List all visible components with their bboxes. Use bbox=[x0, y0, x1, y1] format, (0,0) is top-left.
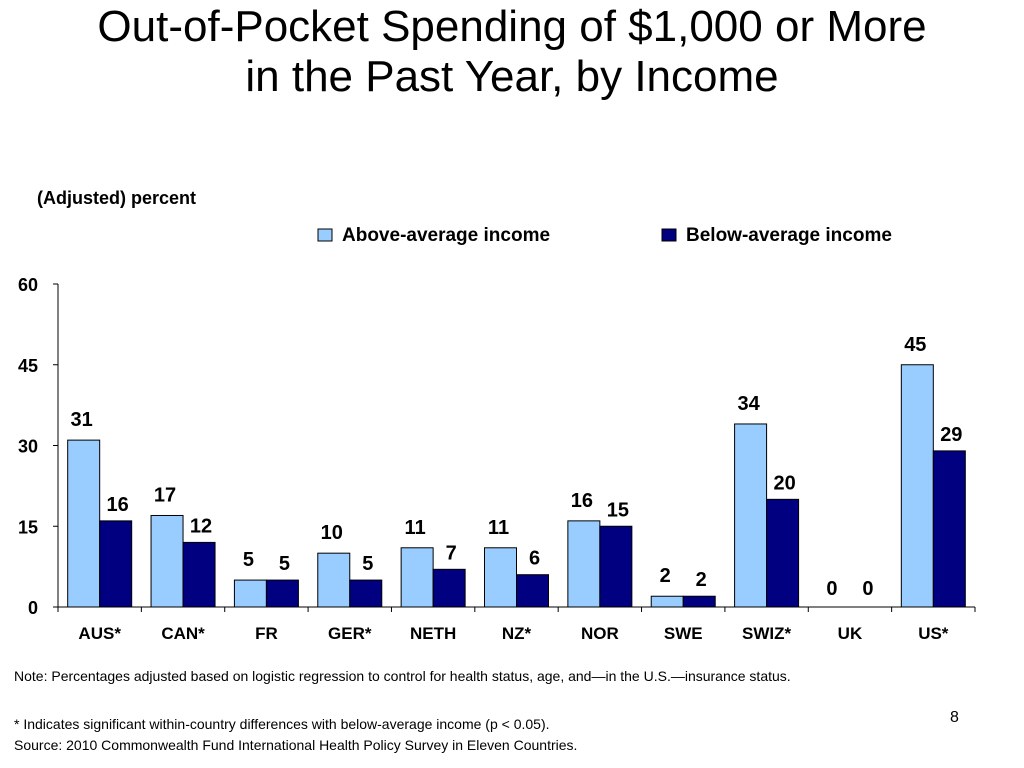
legend-label-2: Below-average income bbox=[686, 225, 892, 246]
bar-can-series-1 bbox=[150, 514, 184, 608]
bar-swe-series-2 bbox=[682, 595, 716, 608]
y-tick-label-60: 60 bbox=[18, 275, 38, 295]
bar-aus-series-1 bbox=[67, 439, 101, 608]
data-label-ger-series-2: 5 bbox=[362, 553, 373, 575]
bar-swiz-series-1 bbox=[734, 423, 768, 608]
title-line-2: in the Past Year, by Income bbox=[245, 52, 779, 101]
y-tick-label-15: 15 bbox=[18, 517, 38, 537]
data-label-aus-series-1: 31 bbox=[71, 409, 93, 431]
source-note: Source: 2010 Commonwealth Fund Internati… bbox=[14, 737, 578, 753]
x-tick-label-uk: UK bbox=[838, 624, 863, 643]
x-tick-label-aus: AUS* bbox=[78, 624, 121, 643]
significance-note: * Indicates significant within-country d… bbox=[14, 716, 550, 732]
data-label-nz-series-1: 11 bbox=[488, 517, 509, 539]
bar-fr-series-2 bbox=[265, 579, 299, 608]
x-tick-label-neth: NETH bbox=[410, 624, 456, 643]
bar-chart: Above-average income Below-average income… bbox=[18, 225, 976, 643]
x-tick-label-swiz: SWIZ* bbox=[742, 624, 791, 643]
data-label-uk-series-2: 0 bbox=[862, 578, 873, 600]
bar-us-series-1 bbox=[900, 364, 934, 608]
y-tick-label-45: 45 bbox=[18, 356, 38, 376]
chart-title: Out-of-Pocket Spending of $1,000 or More… bbox=[0, 2, 1024, 102]
bar-can-series-2 bbox=[182, 541, 216, 608]
page-number: 8 bbox=[950, 709, 959, 726]
data-label-neth-series-1: 11 bbox=[405, 517, 426, 539]
x-tick-label-ger: GER* bbox=[328, 624, 372, 643]
bar-neth-series-2 bbox=[432, 568, 466, 608]
bar-us-series-2 bbox=[932, 450, 966, 608]
bar-nor-series-1 bbox=[567, 520, 601, 608]
x-tick-label-swe: SWE bbox=[664, 624, 703, 643]
data-label-swe-series-2: 2 bbox=[696, 569, 707, 591]
bar-neth-series-1 bbox=[400, 547, 434, 608]
bar-ger-series-1 bbox=[317, 552, 351, 608]
x-tick-label-us: US* bbox=[918, 624, 949, 643]
title-line-1: Out-of-Pocket Spending of $1,000 or More bbox=[97, 2, 927, 51]
bar-fr-series-1 bbox=[233, 579, 267, 608]
data-label-swiz-series-2: 20 bbox=[773, 472, 795, 494]
bar-nor-series-2 bbox=[599, 525, 633, 608]
data-label-nz-series-2: 6 bbox=[529, 548, 540, 570]
y-axis-unit-label: (Adjusted) percent bbox=[37, 188, 197, 208]
bar-swiz-series-2 bbox=[766, 498, 800, 608]
data-label-fr-series-2: 5 bbox=[279, 553, 290, 575]
data-label-us-series-1: 45 bbox=[904, 334, 926, 356]
data-label-nor-series-2: 15 bbox=[607, 499, 629, 521]
data-label-nor-series-1: 16 bbox=[571, 490, 593, 512]
data-label-swe-series-1: 2 bbox=[660, 565, 671, 587]
x-tick-label-fr: FR bbox=[255, 624, 278, 643]
data-label-can-series-2: 12 bbox=[190, 515, 212, 537]
data-label-aus-series-2: 16 bbox=[107, 494, 129, 516]
data-label-can-series-1: 17 bbox=[154, 484, 176, 506]
data-label-fr-series-1: 5 bbox=[243, 549, 254, 571]
bar-ger-series-2 bbox=[349, 579, 383, 608]
legend-swatch-1 bbox=[317, 228, 333, 242]
y-tick-label-0: 0 bbox=[28, 598, 38, 618]
legend-swatch-2 bbox=[661, 228, 677, 242]
x-tick-label-can: CAN* bbox=[161, 624, 205, 643]
bar-aus-series-2 bbox=[99, 520, 133, 608]
data-label-us-series-2: 29 bbox=[940, 424, 962, 446]
data-label-swiz-series-1: 34 bbox=[737, 393, 760, 415]
bar-nz-series-1 bbox=[484, 547, 517, 608]
data-label-uk-series-1: 0 bbox=[826, 578, 837, 600]
bar-nz-series-2 bbox=[516, 574, 549, 608]
x-tick-label-nor: NOR bbox=[581, 624, 619, 643]
data-label-neth-series-2: 7 bbox=[446, 542, 457, 564]
legend-label-1: Above-average income bbox=[342, 225, 550, 246]
data-label-ger-series-1: 10 bbox=[321, 522, 343, 544]
adjustment-note: Note: Percentages adjusted based on logi… bbox=[14, 668, 791, 684]
y-tick-label-30: 30 bbox=[18, 437, 38, 457]
x-tick-label-nz: NZ* bbox=[502, 624, 532, 643]
bar-swe-series-1 bbox=[650, 595, 684, 608]
